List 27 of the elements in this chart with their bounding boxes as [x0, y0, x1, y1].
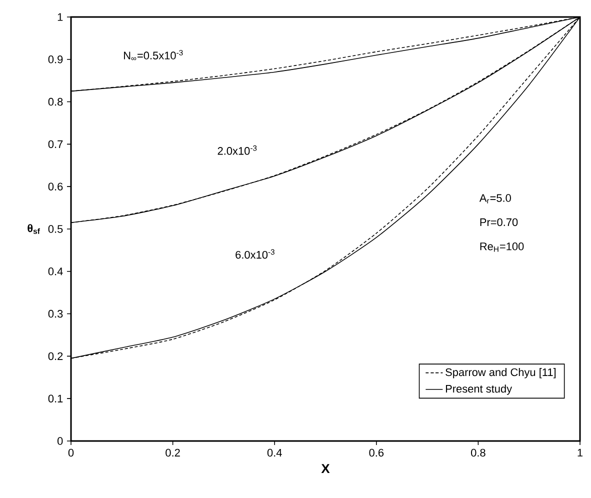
y-tick-label: 0.9 [48, 56, 63, 64]
x-tick-label: 0.2 [166, 448, 180, 457]
x-tick-label: 1 [578, 448, 583, 456]
y-tick-label: 0.3 [48, 310, 63, 318]
y-tick-label: 1 [58, 13, 63, 21]
y-tick-label: 0.8 [48, 98, 63, 106]
annotation: 6.0x10$^{-3}$ [236, 249, 274, 259]
y-axis-title: θ$_{sf}$ [28, 224, 40, 234]
y-tick-label: 0.4 [48, 268, 63, 276]
x-tick-label: 0.4 [267, 448, 282, 457]
y-tick-label: 0.2 [48, 352, 63, 360]
legend-label: Present study [446, 384, 512, 395]
y-tick-label: 0.7 [48, 140, 63, 148]
y-tick-label: 0.1 [48, 394, 63, 402]
y-tick-label: 0 [57, 437, 63, 445]
annotation: Re$_{H}$=100 [480, 242, 524, 252]
annotation: 2.0x10$^{-3}$ [218, 145, 257, 155]
x-tick-label: 0.6 [369, 448, 384, 457]
legend-label: Sparrow and Chyu [11] [446, 368, 556, 378]
annotation: Pr=0.70 [480, 218, 518, 226]
x-axis-title: X [321, 464, 330, 474]
annotation: A$_{r}$=5.0 [479, 194, 511, 204]
x-tick-label: 0 [68, 448, 74, 457]
y-tick-label: 0.6 [48, 182, 63, 190]
annotation: N$_{∞}$=0.5x10$^{-3}$ [124, 50, 183, 60]
y-tick-label: 0.5 [48, 225, 63, 233]
x-tick-label: 0.8 [471, 448, 486, 457]
